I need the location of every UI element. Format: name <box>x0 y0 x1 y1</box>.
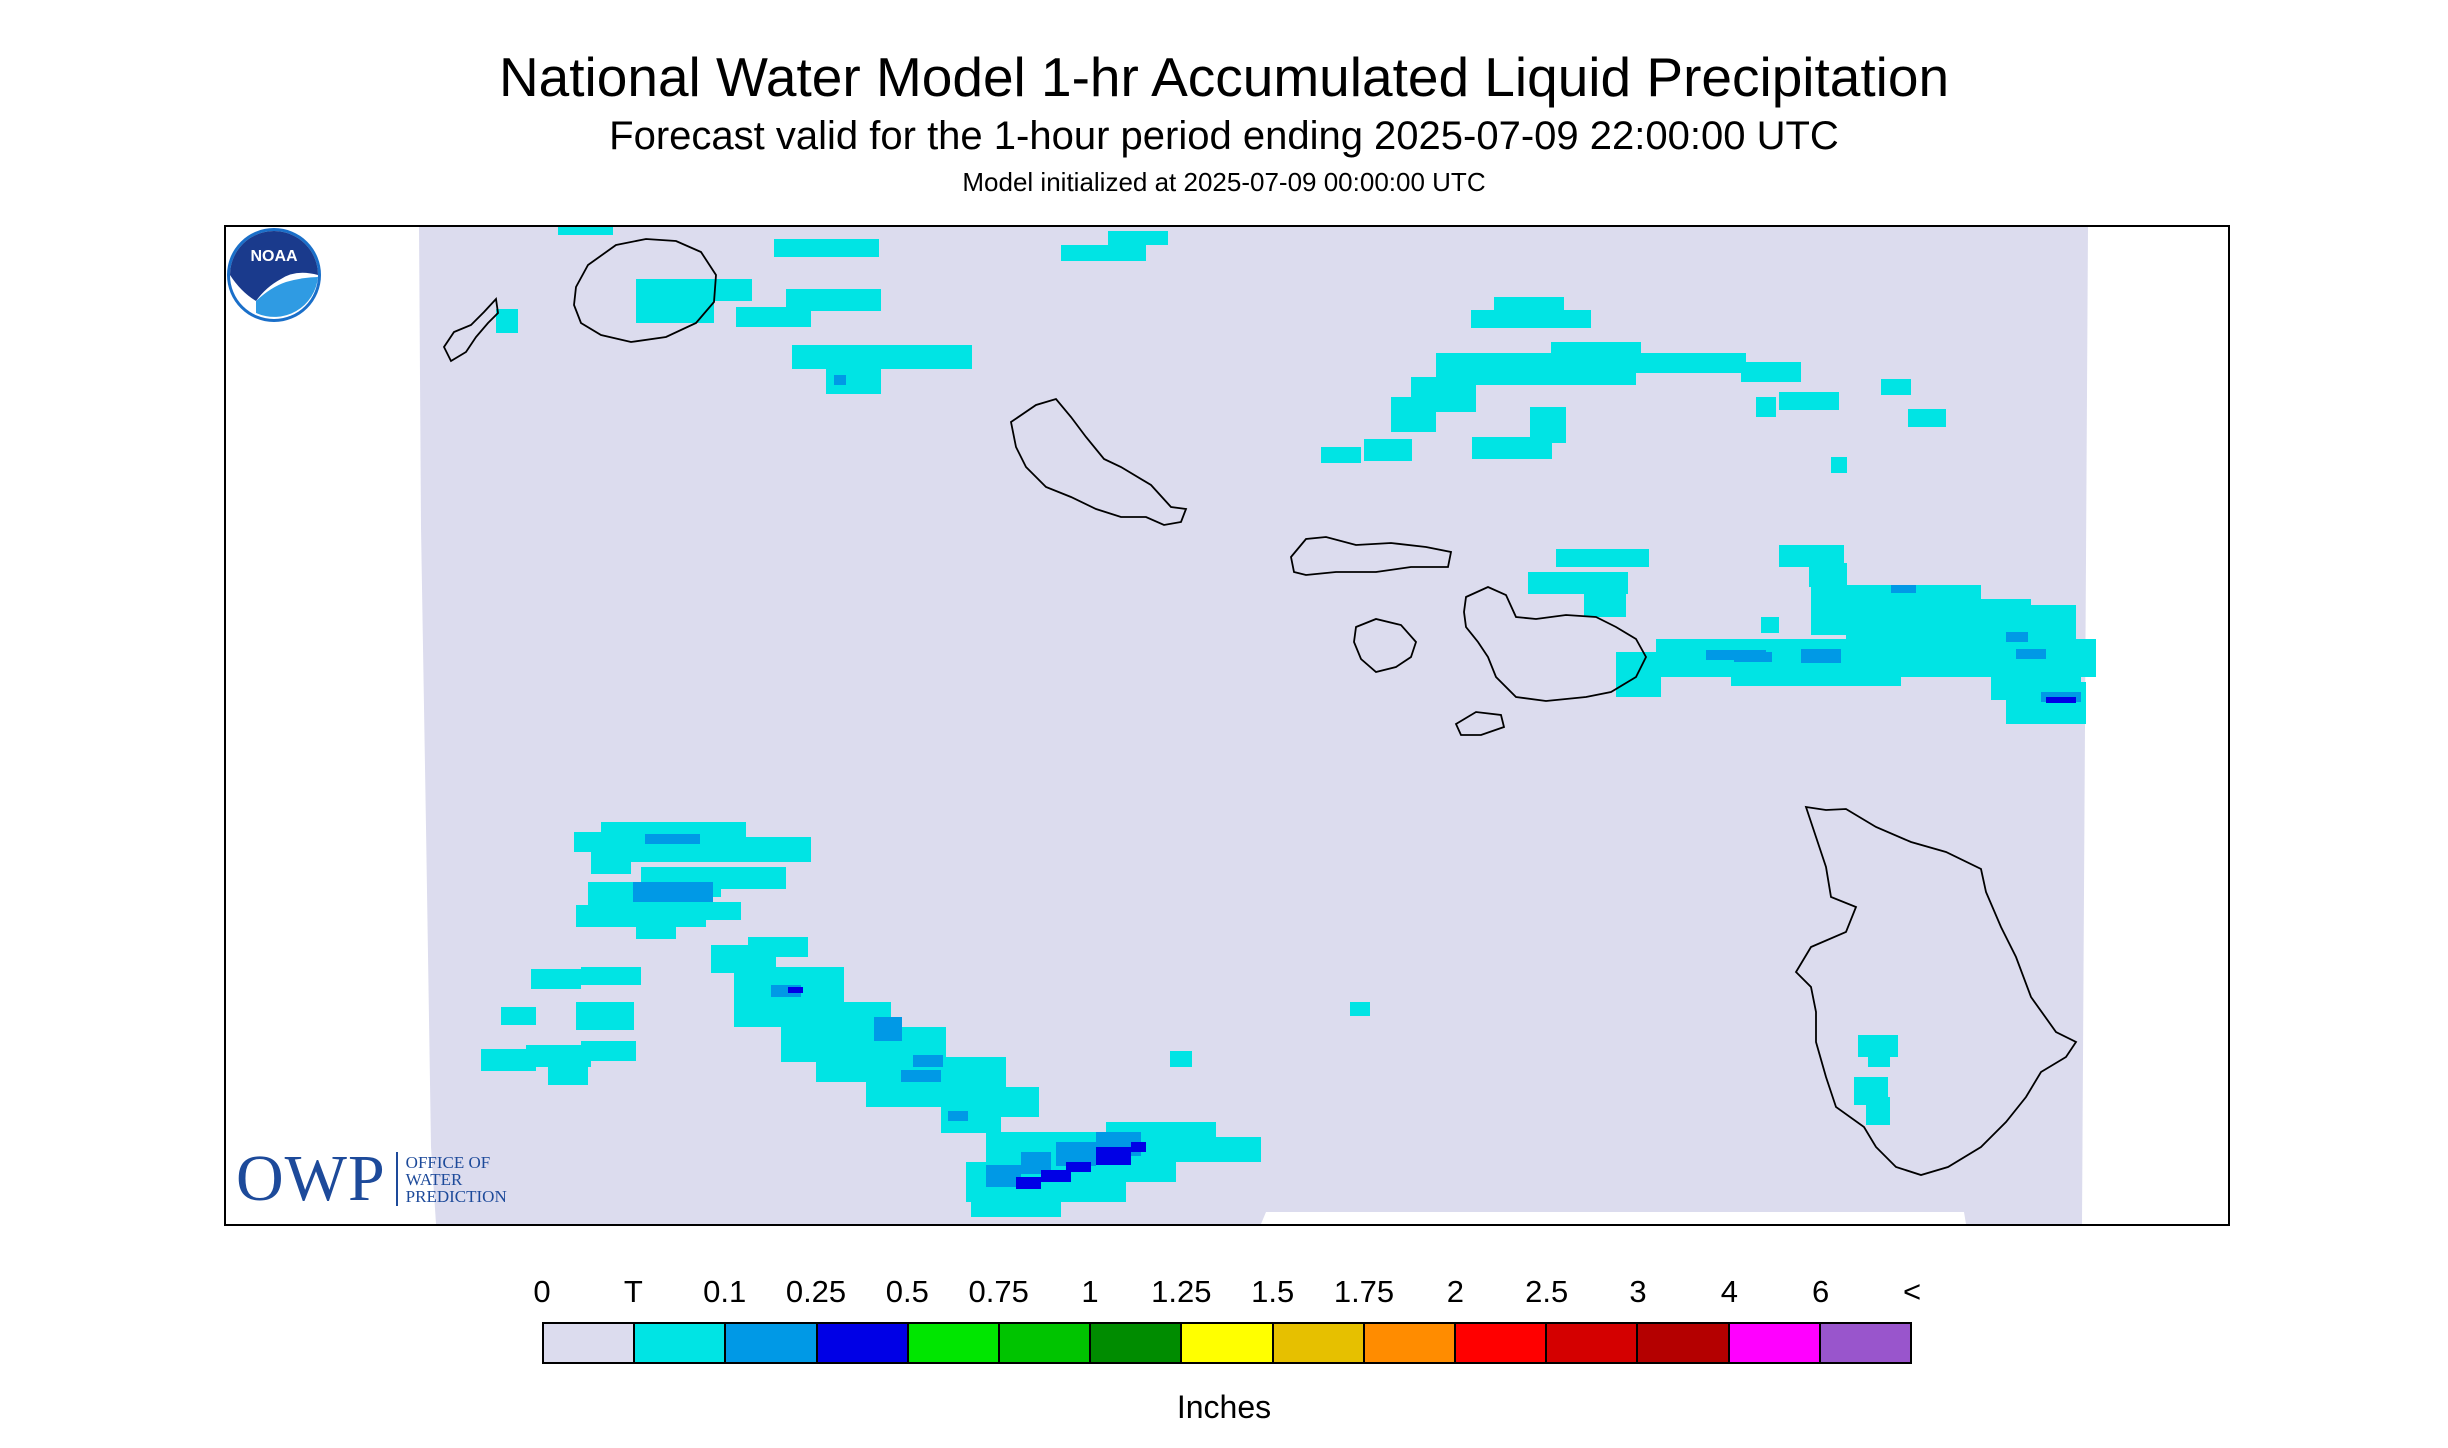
legend-swatch <box>817 1324 909 1362</box>
legend-tick-label: 0.5 <box>885 1274 929 1309</box>
owp-logo-line3: PREDICTION <box>405 1186 507 1206</box>
legend-swatch <box>544 1324 636 1362</box>
legend-swatch <box>1364 1324 1457 1362</box>
owp-logo-divider <box>395 1152 398 1206</box>
owp-logo-subtext: OFFICE OF WATER PREDICTION <box>406 1154 507 1205</box>
legend-tick-label: 0.1 <box>703 1274 747 1309</box>
light-precip-areas <box>633 375 2081 1187</box>
owp-logo-line2: WATER <box>405 1169 463 1189</box>
owp-logo: OWP OFFICE OF WATER PREDICTION <box>236 1146 507 1212</box>
coast-kauai <box>573 238 717 343</box>
moderate-precip-areas <box>788 697 2076 1189</box>
legend-swatch <box>1547 1324 1639 1362</box>
legend-swatch <box>1273 1324 1365 1362</box>
noaa-logo-text: NOAA <box>250 248 298 265</box>
legend-tick-label: 1 <box>1081 1274 1099 1309</box>
legend-tick-label: 6 <box>1812 1274 1830 1309</box>
coast-niihau <box>442 296 499 363</box>
owp-logo-text: OWP <box>236 1142 386 1215</box>
legend-tick-label: 0.25 <box>785 1274 847 1309</box>
legend-swatch <box>1638 1324 1730 1362</box>
legend-labels: 0 T 0.1 0.25 0.5 0.75 1 1.25 1.5 1.75 2 2.5 3 4 6 < <box>533 1272 1921 1312</box>
precip-map <box>419 227 2096 1224</box>
legend-tick-label: 0 <box>533 1274 551 1309</box>
legend-swatch <box>908 1324 1001 1362</box>
legend-swatch <box>1091 1324 1183 1362</box>
coast-oahu <box>1010 397 1188 526</box>
legend-units: Inches <box>1176 1389 1272 1425</box>
legend-tick-label: T <box>623 1274 643 1309</box>
model-init-time: Model initialized at 2025-07-09 00:00:00… <box>962 167 1486 197</box>
legend-tick-label: 1.25 <box>1151 1274 1212 1309</box>
coast-big-island <box>1794 805 2078 1176</box>
map-subtitle: Forecast valid for the 1-hour period end… <box>609 114 1839 158</box>
legend-tick-label: 2 <box>1446 1274 1464 1309</box>
coastlines <box>442 238 2078 1176</box>
coast-molokai <box>1290 536 1453 576</box>
legend-swatch <box>635 1324 727 1362</box>
legend-tick-label: < <box>1902 1274 1922 1309</box>
owp-logo-line1: OFFICE OF <box>405 1152 491 1172</box>
model-domain <box>419 227 2088 1224</box>
coast-maui <box>1463 586 1648 702</box>
noaa-logo: NOAA <box>227 228 321 322</box>
coast-kahoolawe <box>1454 711 1506 736</box>
legend-swatch <box>1820 1324 1911 1362</box>
legend-tick-label: 2.5 <box>1525 1274 1569 1309</box>
map-panel: OWP OFFICE OF WATER PREDICTION NOAA <box>224 225 2230 1226</box>
legend-tick-label: 3 <box>1629 1274 1647 1309</box>
legend-swatch <box>726 1324 818 1362</box>
legend-swatch <box>1729 1324 1821 1362</box>
legend-tick-label: 4 <box>1720 1274 1738 1309</box>
map-title: National Water Model 1-hr Accumulated Li… <box>498 46 1950 108</box>
legend-tick-label: 0.75 <box>968 1274 1029 1309</box>
color-legend <box>542 1322 1912 1364</box>
trace-precip-areas <box>481 227 2096 1217</box>
legend-tick-label: 1.75 <box>1333 1274 1395 1309</box>
legend-swatch <box>1182 1324 1274 1362</box>
legend-tick-label: 1.5 <box>1251 1274 1295 1309</box>
legend-swatch <box>1000 1324 1092 1362</box>
legend-swatch <box>1456 1324 1548 1362</box>
coast-lanai <box>1353 618 1418 673</box>
